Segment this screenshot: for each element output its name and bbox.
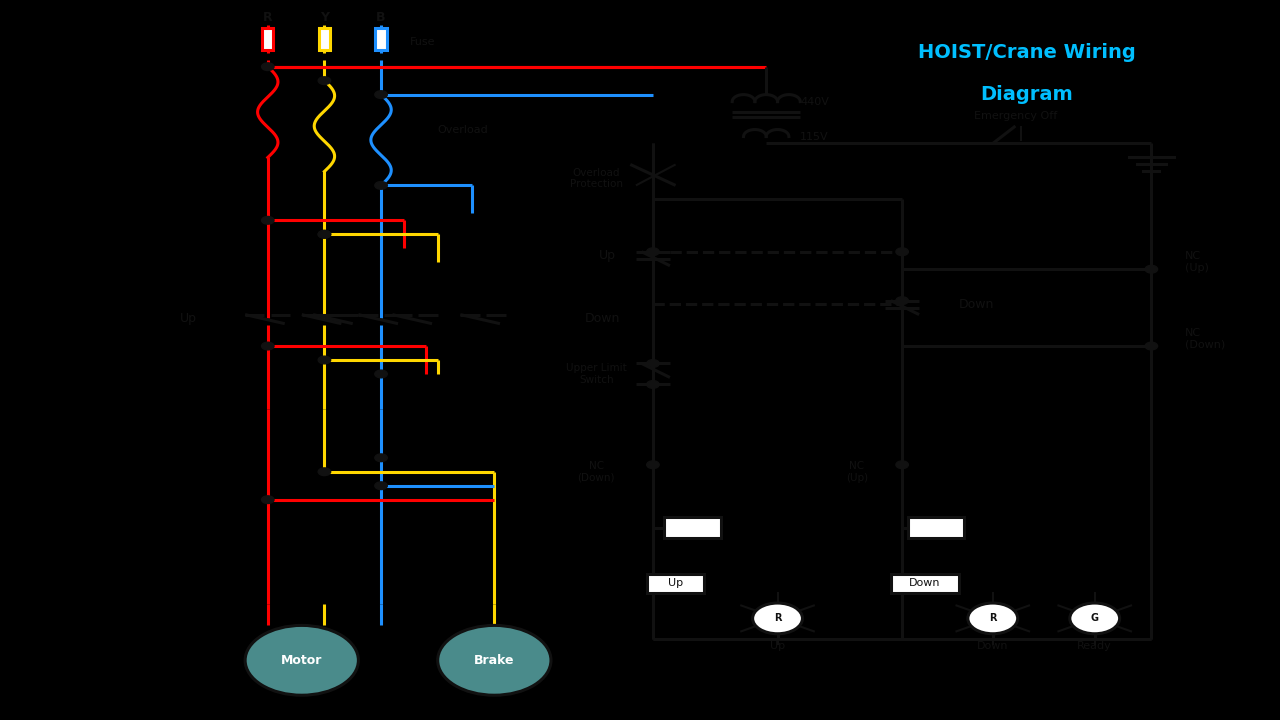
- Circle shape: [968, 603, 1018, 634]
- Circle shape: [375, 454, 388, 462]
- Circle shape: [319, 77, 330, 84]
- Text: 115V: 115V: [800, 132, 829, 142]
- Text: Overload
Protection: Overload Protection: [570, 168, 623, 189]
- Circle shape: [261, 63, 274, 71]
- Circle shape: [319, 356, 330, 364]
- Circle shape: [1070, 603, 1120, 634]
- Text: NC
(Down): NC (Down): [1185, 328, 1225, 350]
- Circle shape: [375, 91, 388, 99]
- Bar: [262, 27, 274, 50]
- Text: Down: Down: [585, 312, 621, 325]
- Circle shape: [1146, 342, 1157, 350]
- Circle shape: [261, 496, 274, 503]
- Text: Overload: Overload: [438, 125, 489, 135]
- Circle shape: [261, 342, 274, 350]
- Circle shape: [375, 181, 388, 189]
- Circle shape: [896, 297, 909, 305]
- Circle shape: [246, 626, 358, 696]
- Text: Down: Down: [909, 578, 941, 588]
- Text: Ready: Ready: [1078, 642, 1112, 652]
- Bar: [319, 27, 330, 50]
- Text: Up: Up: [668, 578, 684, 588]
- Text: Fuse: Fuse: [410, 37, 435, 48]
- Circle shape: [1146, 266, 1157, 273]
- Text: NC
(Up): NC (Up): [846, 461, 868, 482]
- Text: R: R: [774, 613, 781, 624]
- Circle shape: [646, 381, 659, 388]
- Circle shape: [319, 230, 330, 238]
- Text: Up: Up: [771, 642, 785, 652]
- Text: Down: Down: [959, 297, 995, 310]
- Text: Diagram: Diagram: [980, 85, 1073, 104]
- Circle shape: [319, 468, 330, 476]
- Circle shape: [646, 360, 659, 367]
- Circle shape: [646, 461, 659, 469]
- Circle shape: [375, 482, 388, 490]
- Text: Up: Up: [180, 312, 197, 325]
- Bar: [891, 574, 959, 593]
- Circle shape: [896, 248, 909, 256]
- Circle shape: [753, 603, 803, 634]
- Text: B: B: [376, 12, 385, 24]
- Text: Emergency Off: Emergency Off: [974, 111, 1057, 120]
- Text: HOIST/Crane Wiring: HOIST/Crane Wiring: [918, 43, 1135, 62]
- Text: NC
(Up): NC (Up): [1185, 251, 1210, 273]
- Text: Motor: Motor: [282, 654, 323, 667]
- Circle shape: [896, 461, 909, 469]
- Text: Down: Down: [977, 642, 1009, 652]
- Circle shape: [646, 248, 659, 256]
- Circle shape: [261, 217, 274, 224]
- Bar: [648, 574, 704, 593]
- Text: Y: Y: [320, 12, 329, 24]
- Circle shape: [375, 370, 388, 378]
- Text: 440V: 440V: [800, 96, 829, 107]
- Text: Upper Limit
Switch: Upper Limit Switch: [566, 363, 627, 384]
- Bar: [908, 517, 964, 538]
- Text: R: R: [989, 613, 997, 624]
- Text: Brake: Brake: [474, 654, 515, 667]
- Circle shape: [319, 230, 330, 238]
- Text: R: R: [262, 12, 273, 24]
- Circle shape: [438, 626, 550, 696]
- Text: NC
(Down): NC (Down): [577, 461, 614, 482]
- Bar: [664, 517, 721, 538]
- Bar: [375, 27, 387, 50]
- Text: Up: Up: [599, 248, 616, 262]
- Text: G: G: [1091, 613, 1098, 624]
